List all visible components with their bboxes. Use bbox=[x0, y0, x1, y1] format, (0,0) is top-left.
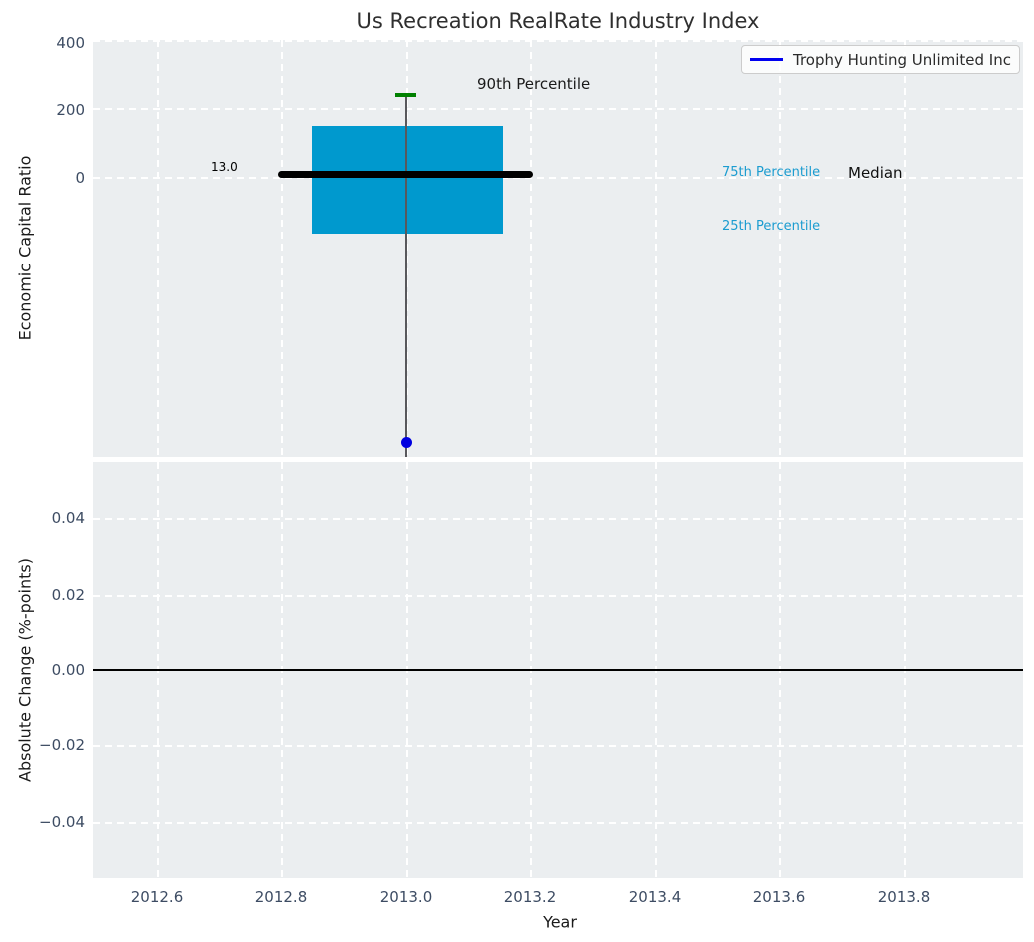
median-line bbox=[278, 171, 533, 178]
xtick-2012-8: 2012.8 bbox=[254, 888, 308, 906]
gridline-x2013-6 bbox=[779, 40, 781, 457]
gridline-y-0-04 bbox=[93, 822, 1023, 824]
gridline-y0-04 bbox=[93, 518, 1023, 520]
ytick-top-200: 200 bbox=[56, 101, 85, 119]
median-value-annotation: 13.0 bbox=[211, 160, 238, 174]
gridline-y-0-02 bbox=[93, 745, 1023, 747]
chart-title: Us Recreation RealRate Industry Index bbox=[356, 9, 760, 33]
xtick-2013-8: 2013.8 bbox=[877, 888, 931, 906]
ytick-bottom-0-00: 0.00 bbox=[51, 661, 85, 679]
p75-annotation: 75th Percentile bbox=[722, 165, 821, 180]
ytick-top-400: 400 bbox=[56, 34, 85, 52]
legend-line-icon bbox=[750, 58, 783, 61]
gridline-x2012-6 bbox=[157, 40, 159, 457]
ytick-bottom-0-02: 0.02 bbox=[51, 586, 85, 604]
median-annotation: Median bbox=[848, 164, 903, 182]
gridline-x2013-0 bbox=[406, 40, 408, 457]
ytick-bottom-0-04: 0.04 bbox=[51, 509, 85, 527]
gridline-x2013-8 bbox=[904, 40, 906, 457]
p90-annotation: 90th Percentile bbox=[477, 75, 591, 93]
percentile-box bbox=[312, 126, 503, 234]
bottom-y-axis-label: Absolute Change (%-points) bbox=[15, 558, 35, 782]
bottom-plot-area bbox=[93, 462, 1023, 878]
ytick-bottom-neg0-02: −0.02 bbox=[39, 736, 85, 754]
company-data-point bbox=[401, 437, 412, 448]
xtick-2013-4: 2013.4 bbox=[628, 888, 682, 906]
ytick-bottom-neg0-04: −0.04 bbox=[39, 813, 85, 831]
legend-entry-label: Trophy Hunting Unlimited Inc bbox=[793, 50, 1011, 69]
gridline-y200 bbox=[93, 108, 1023, 110]
gridline-y0-02 bbox=[93, 595, 1023, 597]
gridline-y0 bbox=[93, 177, 1023, 179]
p25-annotation: 25th Percentile bbox=[722, 219, 821, 234]
top-y-axis-label: Economic Capital Ratio bbox=[15, 155, 35, 341]
xtick-2013-0: 2013.0 bbox=[379, 888, 433, 906]
top-plot-area: 13.0 90th Percentile 75th Percentile Med… bbox=[93, 40, 1023, 457]
ytick-top-0: 0 bbox=[75, 169, 85, 187]
xtick-2012-6: 2012.6 bbox=[130, 888, 184, 906]
gridline-x2013-4 bbox=[655, 40, 657, 457]
gridline-y400 bbox=[93, 40, 1023, 42]
gridline-x2013-2 bbox=[530, 40, 532, 457]
p90-cap bbox=[395, 93, 416, 97]
xtick-2013-6: 2013.6 bbox=[752, 888, 806, 906]
x-axis-label: Year bbox=[543, 912, 577, 932]
zero-reference-line bbox=[93, 669, 1023, 671]
gridline-x2012-8 bbox=[281, 40, 283, 457]
xtick-2013-2: 2013.2 bbox=[503, 888, 557, 906]
legend: Trophy Hunting Unlimited Inc bbox=[741, 45, 1020, 74]
whisker-line bbox=[405, 94, 407, 457]
